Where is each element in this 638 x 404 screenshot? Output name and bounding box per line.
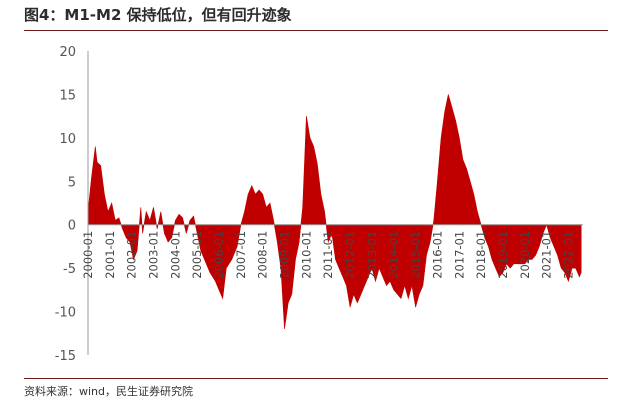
x-tick-label: 2007-01 — [234, 231, 248, 279]
x-tick-label: 2019-01 — [496, 231, 510, 279]
area-layer — [87, 94, 582, 329]
x-tick-layer: 2000-01 2001-01 2002-01 2003-01 2004-01 2005-… — [81, 231, 575, 279]
y-tick-label: 15 — [59, 88, 76, 103]
x-tick-label: 2012-01 — [343, 231, 357, 279]
x-tick-label: 2003-01 — [147, 231, 161, 279]
x-tick-label: 2004-01 — [168, 231, 182, 279]
y-tick-label: 10 — [59, 132, 76, 147]
y-tick-layer: -15 -10 -5 0 5 10 15 20 — [55, 45, 76, 364]
y-tick-label: 0 — [68, 219, 76, 234]
y-tick-label: 20 — [59, 45, 76, 60]
x-tick-label: 2018-01 — [474, 231, 488, 279]
x-tick-label: 2013-01 — [365, 231, 379, 279]
chart-title: 图4：M1-M2 保持低位，但有回升迹象 — [24, 6, 292, 24]
y-tick-label: -15 — [55, 349, 76, 364]
x-tick-label: 2014-01 — [387, 231, 401, 279]
x-tick-label: 2009-01 — [278, 231, 292, 279]
x-tick-label: 2016-01 — [430, 231, 444, 279]
x-tick-label: 2008-01 — [256, 231, 270, 279]
bottom-rule — [24, 378, 608, 379]
x-tick-label: 2011-01 — [321, 231, 335, 279]
x-tick-label: 2017-01 — [452, 231, 466, 279]
series-area — [87, 94, 582, 329]
x-tick-label: 2002-01 — [125, 231, 139, 279]
x-tick-label: 2015-01 — [409, 231, 423, 279]
x-tick-label: 2006-01 — [212, 231, 226, 279]
y-tick-label: -10 — [55, 306, 76, 321]
x-tick-label: 2020-01 — [518, 231, 532, 279]
x-tick-label: 2021-01 — [540, 231, 554, 279]
x-tick-label: 2000-01 — [81, 231, 95, 279]
x-tick-label: 2001-01 — [103, 231, 117, 279]
source-note: 资料来源：wind，民生证券研究院 — [24, 385, 194, 398]
title-rule — [24, 30, 608, 31]
x-tick-label: 2010-01 — [299, 231, 313, 279]
y-tick-label: -5 — [63, 262, 76, 277]
axis-layer — [87, 51, 583, 355]
x-tick-label: 2005-01 — [190, 231, 204, 279]
y-tick-label: 5 — [68, 175, 76, 190]
x-tick-label: 2022-01 — [561, 231, 575, 279]
